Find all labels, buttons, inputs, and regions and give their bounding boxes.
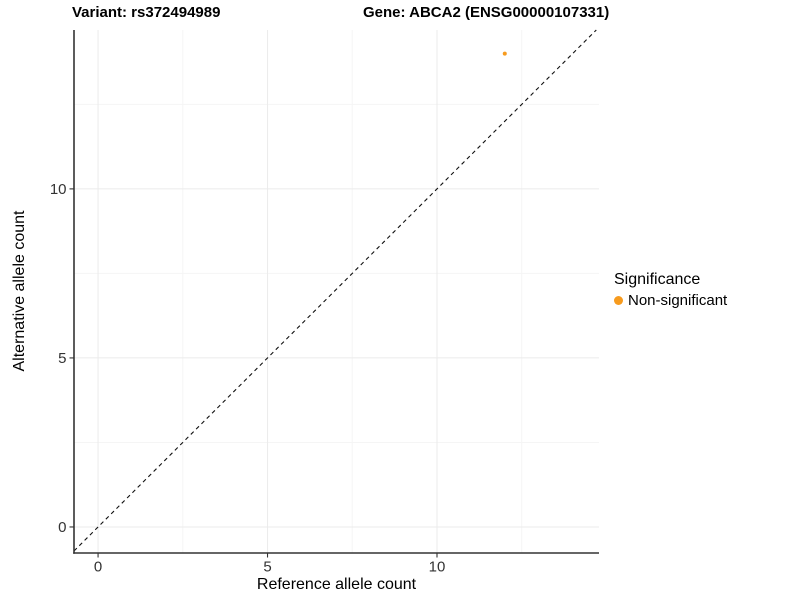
x-tick-label: 5 [263, 559, 271, 576]
legend-item-non-significant: Non-significant [614, 291, 727, 310]
identity-dashed-line [73, 29, 597, 552]
x-tick-label: 10 [429, 559, 446, 576]
y-axis-label: Alternative allele count [11, 210, 28, 372]
legend: Significance Non-significant [614, 270, 727, 310]
data-point [502, 51, 507, 56]
plot-title-gene: Gene: ABCA2 (ENSG00000107331) [363, 4, 610, 21]
non-significant-marker-icon [614, 296, 623, 305]
y-tick-label: 0 [58, 519, 66, 536]
plot-title-variant: Variant: rs372494989 [72, 4, 221, 21]
legend-title: Significance [614, 271, 701, 288]
y-tick-label: 5 [58, 350, 66, 367]
y-tick-label: 10 [50, 181, 67, 198]
x-axis-label: Reference allele count [256, 576, 417, 593]
legend-item-label: Non-significant [628, 292, 728, 309]
x-tick-label: 0 [94, 559, 102, 576]
